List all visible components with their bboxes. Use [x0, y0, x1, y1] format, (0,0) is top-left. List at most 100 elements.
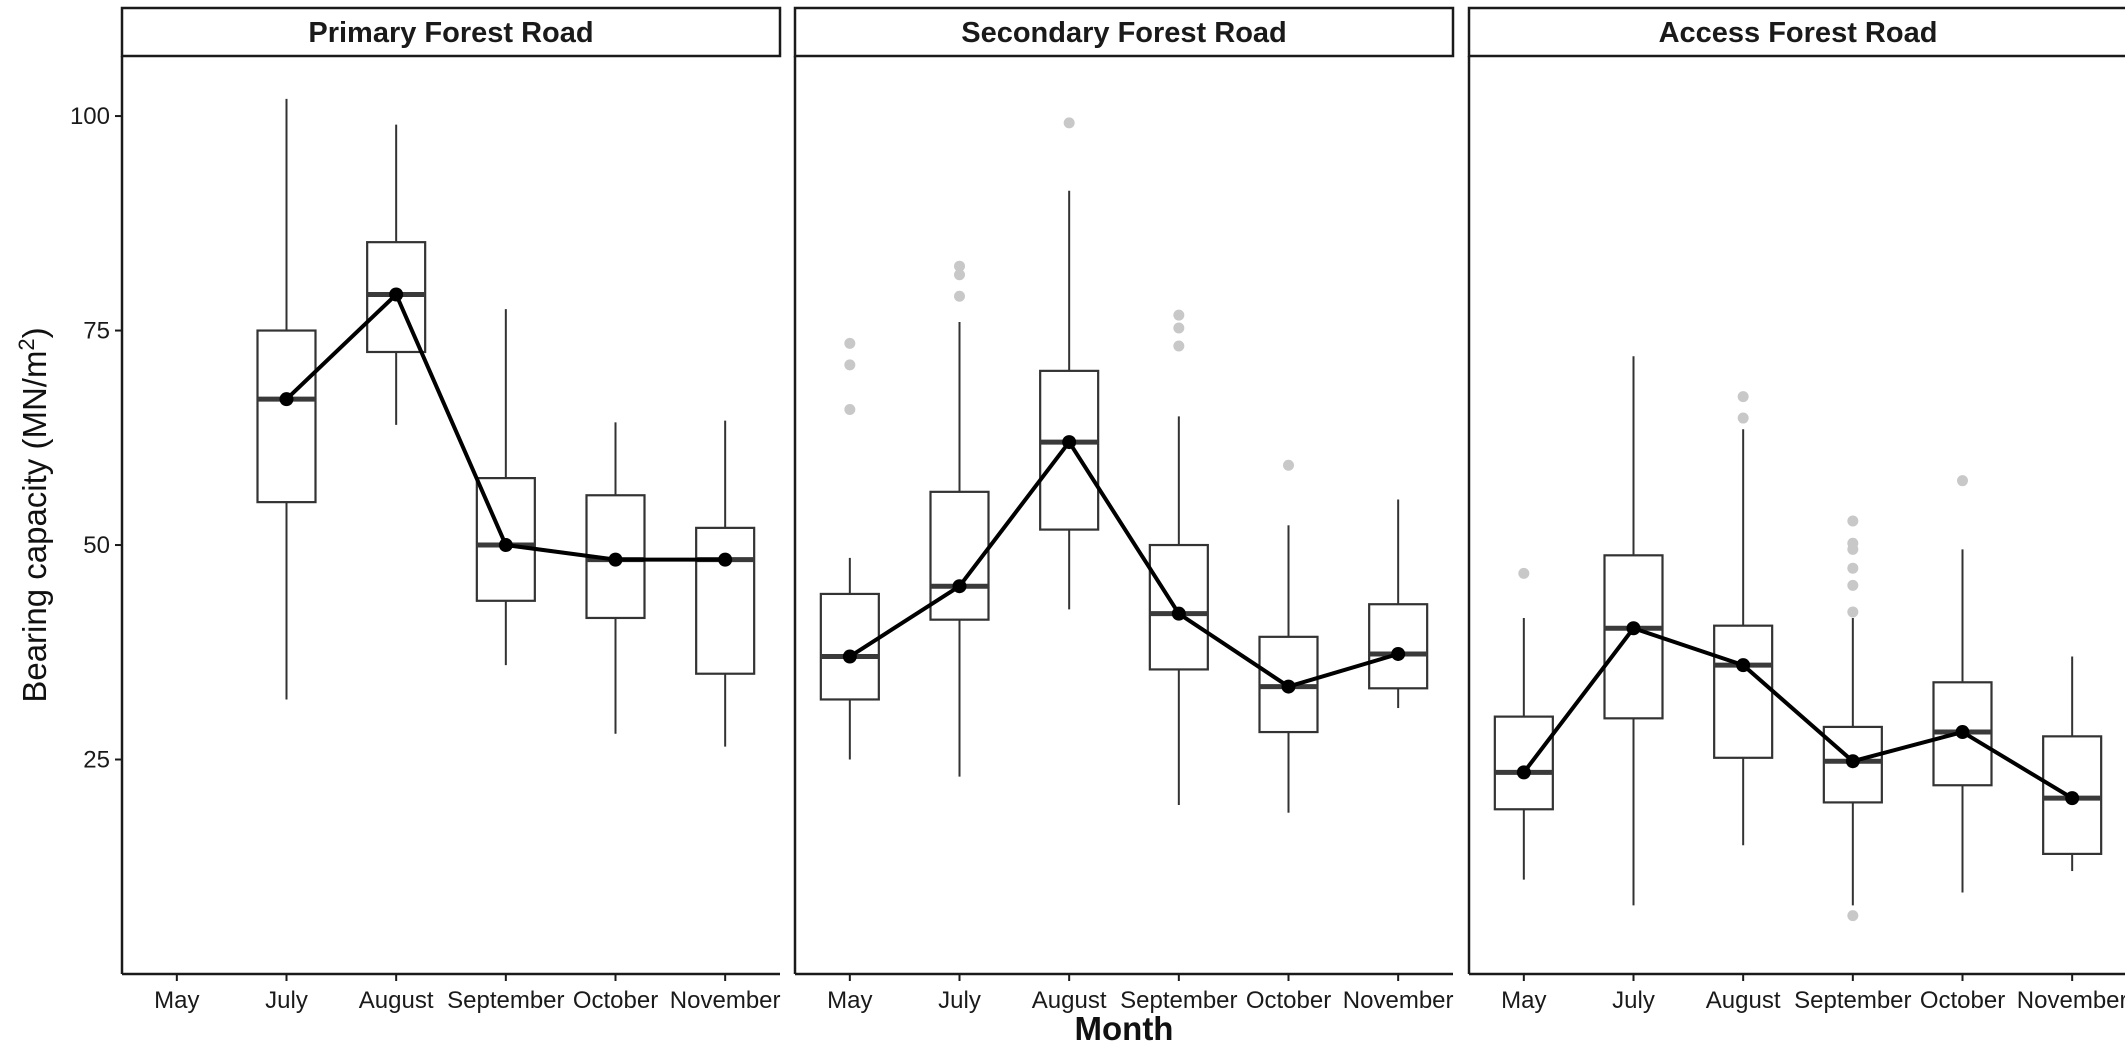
box-body-secondary-forest-road-august	[1039, 369, 1100, 531]
outlier-secondary-forest-road-september-1	[1173, 322, 1185, 334]
box-body-secondary-forest-road-july	[929, 490, 990, 621]
y-tick-label-50: 50	[83, 532, 110, 559]
x-tick-label-primary-forest-road-november: November	[670, 987, 781, 1014]
panel-primary-forest-road: Primary Forest Road May July August Septembe…	[120, 6, 782, 1014]
trend-line-access-forest-road	[1522, 626, 2074, 800]
x-tick-label-secondary-forest-road-may: May	[827, 987, 872, 1014]
panel-strip-primary-forest-road	[120, 6, 782, 58]
panel-title-access-forest-road: Access Forest Road	[1659, 17, 1938, 49]
trend-point-access-forest-road-july	[1626, 621, 1641, 636]
box-body-access-forest-road-may	[1493, 715, 1554, 811]
box-access-forest-road-november	[2042, 656, 2103, 872]
box-access-forest-road-july	[1603, 356, 1664, 906]
trend-point-primary-forest-road-july	[279, 392, 294, 407]
y-tick-label-25: 25	[83, 747, 110, 774]
outlier-secondary-forest-road-july-2	[954, 260, 965, 272]
x-tick-label-primary-forest-road-august: August	[359, 987, 434, 1014]
outlier-secondary-forest-road-may-2	[844, 337, 856, 349]
outlier-access-forest-road-september-3	[1847, 562, 1859, 574]
box-access-forest-road-october	[1932, 475, 1993, 893]
box-body-secondary-forest-road-may	[819, 592, 880, 701]
trend-point-access-forest-road-september	[1845, 754, 1860, 769]
box-access-forest-road-may	[1493, 567, 1554, 880]
trend-point-primary-forest-road-september	[498, 538, 513, 553]
box-secondary-forest-road-july	[929, 260, 990, 777]
x-tick-label-access-forest-road-october: October	[1920, 987, 2005, 1014]
x-tick-label-secondary-forest-road-august: August	[1032, 987, 1107, 1014]
trend-line-secondary-forest-road	[848, 440, 1399, 689]
box-secondary-forest-road-september	[1148, 309, 1209, 805]
outlier-access-forest-road-september-5	[1847, 537, 1859, 549]
panels-layer: 25 50 75 100 Primary Forest Road May July Augus…	[70, 6, 2125, 1014]
x-tick-label-access-forest-road-september: September	[1794, 987, 1911, 1014]
outlier-secondary-forest-road-september-0	[1173, 340, 1185, 352]
x-axis-title: Month	[1075, 1010, 1174, 1046]
trend-point-primary-forest-road-november	[718, 552, 733, 567]
outlier-access-forest-road-september-1	[1847, 606, 1859, 618]
x-tick-label-primary-forest-road-october: October	[573, 987, 658, 1014]
x-tick-label-secondary-forest-road-september: September	[1120, 987, 1237, 1014]
x-tick-label-secondary-forest-road-july: July	[938, 987, 981, 1014]
trend-point-primary-forest-road-october	[608, 552, 623, 567]
outlier-access-forest-road-october-0	[1957, 475, 1968, 487]
trend-point-secondary-forest-road-november	[1391, 646, 1406, 661]
box-secondary-forest-road-august	[1039, 117, 1100, 610]
panel-title-primary-forest-road: Primary Forest Road	[308, 17, 593, 49]
box-access-forest-road-august	[1713, 391, 1774, 846]
panel-secondary-forest-road: Secondary Forest Road May July August Septem…	[793, 6, 1455, 1014]
outlier-secondary-forest-road-may-0	[844, 403, 856, 415]
outlier-secondary-forest-road-october-0	[1283, 459, 1294, 471]
box-access-forest-road-september	[1822, 515, 1883, 922]
box-primary-forest-road-november	[695, 420, 756, 747]
y-axis-title: Bearing capacity (MN/m2)	[14, 327, 53, 702]
x-tick-label-access-forest-road-july: July	[1612, 987, 1655, 1014]
x-tick-label-access-forest-road-may: May	[1501, 987, 1546, 1014]
outlier-access-forest-road-may-0	[1518, 567, 1530, 579]
box-body-access-forest-road-september	[1822, 725, 1883, 804]
y-axis-title-superscript: 2	[14, 338, 39, 350]
trend-point-secondary-forest-road-september	[1171, 606, 1186, 621]
panel-access-forest-road: Access Forest Road May July August September…	[1467, 6, 2125, 1014]
y-axis-title-close: )	[16, 327, 53, 338]
trend-point-access-forest-road-may	[1516, 765, 1531, 780]
box-body-secondary-forest-road-november	[1368, 603, 1429, 690]
box-primary-forest-road-october	[585, 422, 646, 734]
outlier-access-forest-road-september-6	[1847, 515, 1859, 527]
trend-point-access-forest-road-october	[1955, 725, 1970, 740]
box-primary-forest-road-august	[366, 124, 427, 425]
trend-point-primary-forest-road-august	[389, 287, 404, 302]
outlier-secondary-forest-road-july-1	[954, 269, 965, 281]
box-body-access-forest-road-november	[2042, 735, 2103, 855]
outlier-access-forest-road-september-0	[1847, 910, 1859, 922]
trend-point-access-forest-road-november	[2065, 791, 2080, 806]
panel-strip-access-forest-road	[1467, 6, 2125, 58]
x-tick-label-secondary-forest-road-november: November	[1343, 987, 1454, 1014]
trend-point-secondary-forest-road-october	[1281, 679, 1296, 694]
x-tick-label-secondary-forest-road-october: October	[1246, 987, 1331, 1014]
box-primary-forest-road-september	[475, 309, 536, 666]
y-tick-label-75: 75	[83, 318, 110, 345]
x-tick-label-primary-forest-road-may: May	[154, 987, 199, 1014]
trend-point-secondary-forest-road-july	[952, 579, 967, 594]
box-body-primary-forest-road-september	[475, 477, 536, 602]
box-body-secondary-forest-road-september	[1148, 543, 1209, 671]
x-tick-label-access-forest-road-november: November	[2017, 987, 2125, 1014]
outlier-secondary-forest-road-august-0	[1063, 117, 1075, 129]
outlier-access-forest-road-september-2	[1847, 579, 1859, 591]
trend-point-secondary-forest-road-august	[1062, 435, 1077, 450]
box-body-access-forest-road-august	[1713, 624, 1774, 759]
outlier-secondary-forest-road-july-0	[954, 290, 965, 302]
trend-point-access-forest-road-august	[1736, 658, 1751, 673]
box-body-primary-forest-road-august	[366, 241, 427, 354]
outlier-secondary-forest-road-may-1	[844, 359, 856, 371]
y-tick-label-100: 100	[70, 103, 110, 130]
outlier-access-forest-road-august-0	[1737, 412, 1749, 424]
trend-point-secondary-forest-road-may	[842, 649, 857, 664]
y-axis-title-main: Bearing capacity (MN/m	[16, 351, 53, 703]
box-secondary-forest-road-november	[1368, 499, 1429, 709]
box-secondary-forest-road-may	[819, 337, 880, 760]
x-tick-label-primary-forest-road-september: September	[447, 987, 564, 1014]
outlier-access-forest-road-august-1	[1737, 391, 1749, 403]
